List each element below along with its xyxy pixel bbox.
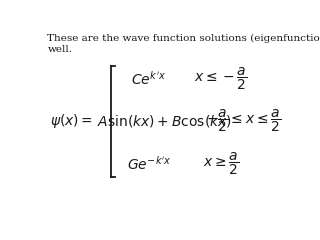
Text: $x \leq -\dfrac{a}{2}$: $x \leq -\dfrac{a}{2}$ xyxy=(194,66,248,92)
Text: $Ce^{k'x}$: $Ce^{k'x}$ xyxy=(132,70,167,88)
Text: These are the wave function solutions (eigenfunctions) for the finite square
wel: These are the wave function solutions (e… xyxy=(47,34,320,54)
Text: $x \geq \dfrac{a}{2}$: $x \geq \dfrac{a}{2}$ xyxy=(203,150,239,177)
Text: $-\dfrac{a}{2} \leq x \leq \dfrac{a}{2}$: $-\dfrac{a}{2} \leq x \leq \dfrac{a}{2}$ xyxy=(206,108,281,134)
Text: $A\sin(kx) + B\cos(kx)$: $A\sin(kx) + B\cos(kx)$ xyxy=(97,113,231,129)
Text: $Ge^{-k'x}$: $Ge^{-k'x}$ xyxy=(127,155,171,173)
Text: $\psi(x) =$: $\psi(x) =$ xyxy=(50,112,93,130)
